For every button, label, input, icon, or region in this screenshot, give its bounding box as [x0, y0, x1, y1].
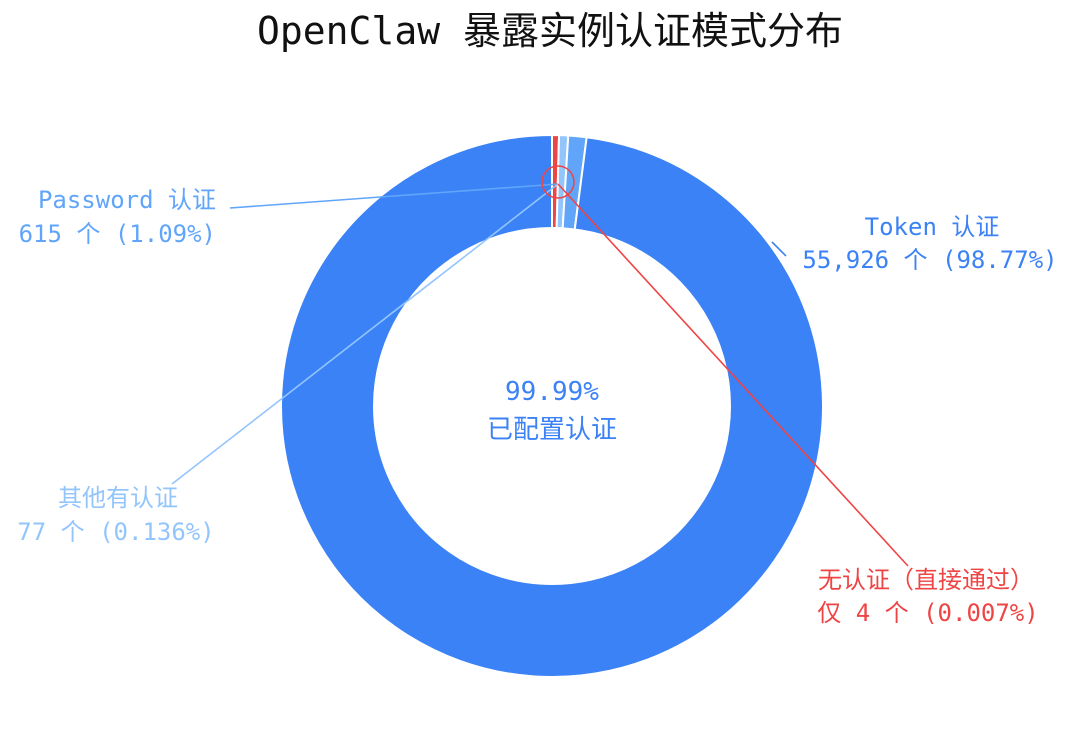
none-label-name: 无认证（直接通过） — [818, 566, 1034, 594]
token-label-name: Token 认证 — [865, 213, 1000, 241]
other-label-name: 其他有认证 — [58, 484, 178, 512]
token-label-value: 55,926 个 (98.77%) — [802, 246, 1057, 274]
chart-title: OpenClaw 暴露实例认证模式分布 — [257, 9, 843, 53]
password-label-name: Password 认证 — [38, 186, 216, 214]
donut-slices — [280, 133, 824, 678]
slice-token — [280, 133, 824, 678]
leader-none — [557, 183, 909, 567]
center-caption: 已配置认证 — [487, 415, 617, 445]
leader-token — [771, 241, 787, 257]
other-label-value: 77 个 (0.136%) — [17, 518, 214, 546]
leader-lines — [171, 183, 909, 567]
leader-password — [229, 183, 559, 209]
password-label-value: 615 个 (1.09%) — [19, 220, 216, 248]
highlight-circle — [541, 165, 575, 199]
center-value: 99.99% — [505, 377, 599, 407]
leader-other — [171, 183, 559, 485]
none-label-value: 仅 4 个 (0.007%) — [817, 599, 1038, 627]
